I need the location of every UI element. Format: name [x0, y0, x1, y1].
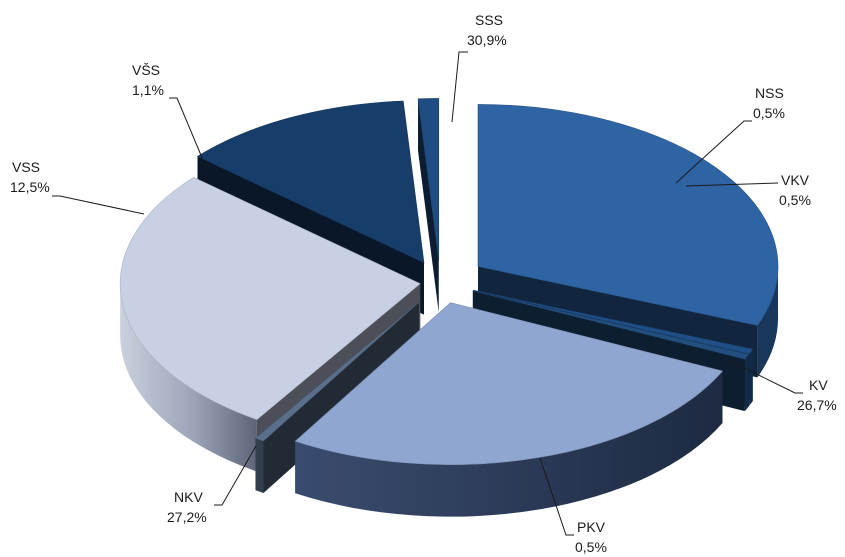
slice-pkv-4-top [254, 302, 419, 442]
label-vss-value: 12,5% [10, 179, 50, 195]
label-pkv-value: 0,5% [575, 539, 607, 555]
slice-sss-0-top [477, 104, 779, 326]
label-vkv-name: VKV [781, 172, 810, 188]
leader-line-sss [451, 51, 468, 123]
label-nkv-value: 27,2% [167, 509, 207, 525]
label-nss-name: NSS [755, 85, 784, 101]
slice-v-s-7 [417, 98, 440, 313]
label-kv-value: 26,7% [797, 397, 837, 413]
slice-v-s-7-wall-0 [418, 98, 439, 313]
leader-line-kv [727, 359, 803, 394]
slice-kv-3 [294, 302, 724, 517]
pie-slices [119, 98, 779, 517]
slice-vkv-2-side [744, 354, 749, 412]
slice-vss-6-top [196, 100, 425, 264]
leader-line-vss [52, 195, 145, 215]
slice-v-s-7-top [417, 98, 440, 261]
leader-line-vkv [685, 182, 779, 187]
label-sss-name: SSS [475, 12, 503, 28]
slice-nkv-5-side [120, 283, 257, 472]
slice-nss-1-top [473, 289, 754, 355]
label-kv-name: KV [809, 377, 828, 393]
leader-line-pkv [539, 457, 574, 536]
leader-line-nkv [214, 445, 257, 506]
slice-pkv-4-side [255, 438, 264, 493]
label-vss2-value: 1,1% [132, 82, 164, 98]
slice-sss-0-side [757, 266, 778, 378]
slice-kv-3-side [295, 371, 723, 517]
slice-kv-3-top [294, 302, 724, 465]
slice-nkv-5-top [119, 177, 421, 420]
label-sss-value: 30,9% [467, 32, 507, 48]
pie-labels: SSS 30,9% NSS 0,5% VKV 0,5% KV 26,7% PKV… [10, 12, 837, 555]
slice-vkv-2-top [472, 290, 750, 360]
label-vss-name: VSS [12, 159, 40, 175]
leader-line-nss [675, 120, 752, 184]
leader-line-vss-sup [169, 97, 209, 173]
slice-nss-1-side [749, 349, 753, 406]
label-nss-value: 0,5% [753, 105, 785, 121]
label-vkv-value: 0,5% [779, 192, 811, 208]
label-vss2-name: VŠS [132, 62, 160, 78]
label-pkv-name: PKV [577, 519, 606, 535]
label-nkv-name: NKV [174, 489, 203, 505]
